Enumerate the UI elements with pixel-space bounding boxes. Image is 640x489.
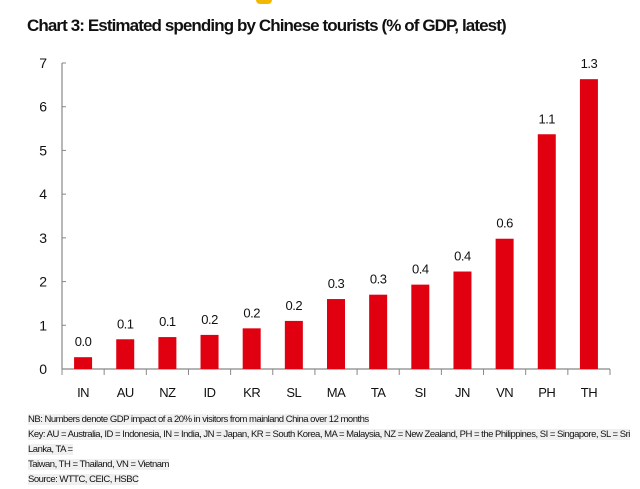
chart-title: Chart 3: Estimated spending by Chinese t… [27, 16, 507, 35]
bar-au [116, 339, 135, 369]
y-tick-label: 4 [39, 186, 47, 202]
x-tick-label: MA [327, 385, 346, 400]
data-label: 1.3 [581, 56, 598, 71]
x-tick-label: ID [204, 385, 216, 400]
y-tick-label: 5 [39, 142, 47, 158]
data-label: 0.2 [243, 305, 260, 320]
x-tick-label: NZ [159, 385, 176, 400]
x-tick-label: VN [496, 385, 513, 400]
bar-si [411, 284, 430, 369]
x-tick-label: AU [117, 385, 134, 400]
data-label: 0.4 [454, 249, 471, 264]
data-label: 0.2 [286, 298, 303, 313]
y-tick-label: 6 [39, 99, 47, 115]
bar-chart: 0 1 2 3 4 5 6 7 0.0 IN 0.1 AU 0.1 NZ 0.2 ID 0.2 KR 0.2 SL 0.… [39, 55, 611, 400]
y-tick-label: 2 [39, 274, 47, 290]
x-tick-label: TA [371, 385, 386, 400]
footnote-source: Source: WTTC, CEIC, HSBC [28, 474, 139, 485]
bar-ma [327, 299, 345, 369]
data-label: 0.2 [201, 312, 218, 327]
footnote-nb: NB: Numbers denote GDP impact of a 20% i… [28, 414, 369, 425]
x-tick-label: SI [415, 385, 426, 400]
data-label: 0.1 [117, 316, 134, 331]
x-tick-label: IN [77, 385, 89, 400]
data-label: 0.1 [159, 314, 176, 329]
data-label: 0.3 [328, 276, 345, 291]
x-tick-label: JN [455, 385, 470, 400]
y-tick-label: 3 [39, 230, 47, 246]
bar-id [200, 334, 219, 369]
bar-sl [284, 320, 303, 369]
footnote-key-1: Key: AU = Australia, ID = Indonesia, IN … [28, 429, 630, 455]
y-tick-label: 7 [39, 55, 47, 71]
y-tick-label: 0 [39, 361, 47, 377]
data-label: 0.3 [370, 272, 387, 287]
data-label: 1.1 [538, 111, 555, 126]
x-tick-label: KR [243, 385, 260, 400]
data-label: 0.0 [75, 334, 92, 349]
y-tick-label: 1 [39, 317, 47, 333]
bar-nz [158, 337, 177, 369]
bar-th [579, 79, 598, 369]
footnote-key-2: Taiwan, TH = Thailand, VN = Vietnam [28, 459, 169, 470]
bar-kr [242, 328, 261, 369]
x-tick-label: TH [581, 385, 597, 400]
x-tick-label: SL [286, 385, 301, 400]
bar-in [74, 357, 93, 369]
bar-jn [453, 271, 472, 369]
x-tick-label: PH [538, 385, 555, 400]
decorative-dot [256, 0, 272, 4]
bar-ph [537, 134, 556, 369]
bar-vn [495, 238, 514, 369]
data-label: 0.6 [496, 216, 513, 231]
bar-ta [369, 294, 388, 369]
footnotes: NB: Numbers denote GDP impact of a 20% i… [28, 412, 634, 487]
data-label: 0.4 [412, 262, 429, 277]
